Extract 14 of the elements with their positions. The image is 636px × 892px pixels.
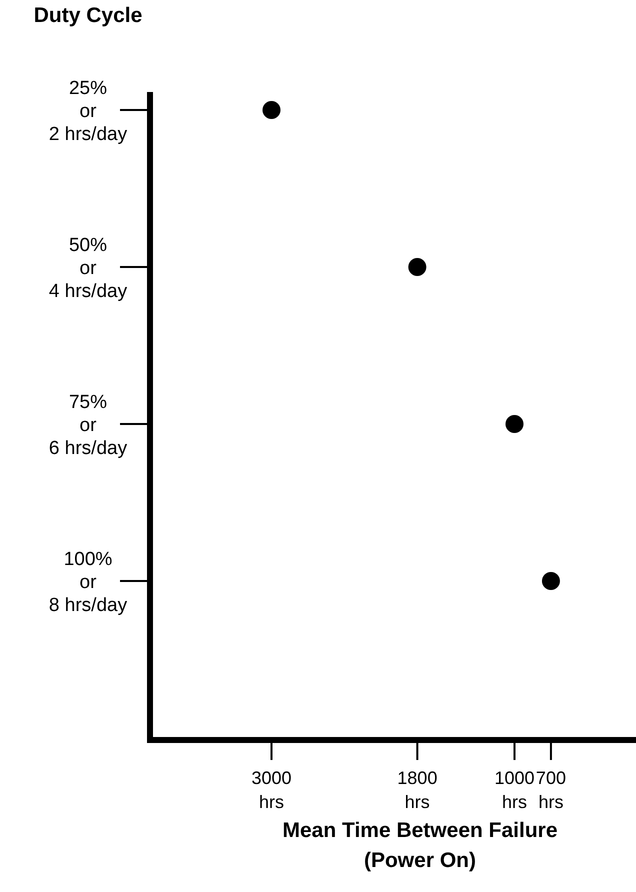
x-tick-label: 700 hrs — [536, 768, 566, 812]
x-tick-label: 1800 hrs — [397, 768, 438, 812]
y-tick-label: 50% or 4 hrs/day — [48, 235, 128, 302]
x-tick-label: 3000 hrs — [251, 768, 292, 812]
y-tick-label: 25% or 2 hrs/day — [48, 78, 128, 145]
y-tick-label: 75% or 6 hrs/day — [48, 392, 128, 459]
y-axis-title: Duty Cycle — [34, 4, 142, 27]
point — [408, 258, 426, 276]
y-tick-label: 100% or 8 hrs/day — [48, 549, 128, 616]
point — [262, 101, 280, 119]
x-tick-label: 1000 hrs — [494, 768, 535, 812]
point — [542, 572, 560, 590]
point — [506, 415, 524, 433]
x-axis-title: Mean Time Between Failure (Power On) — [282, 819, 558, 872]
